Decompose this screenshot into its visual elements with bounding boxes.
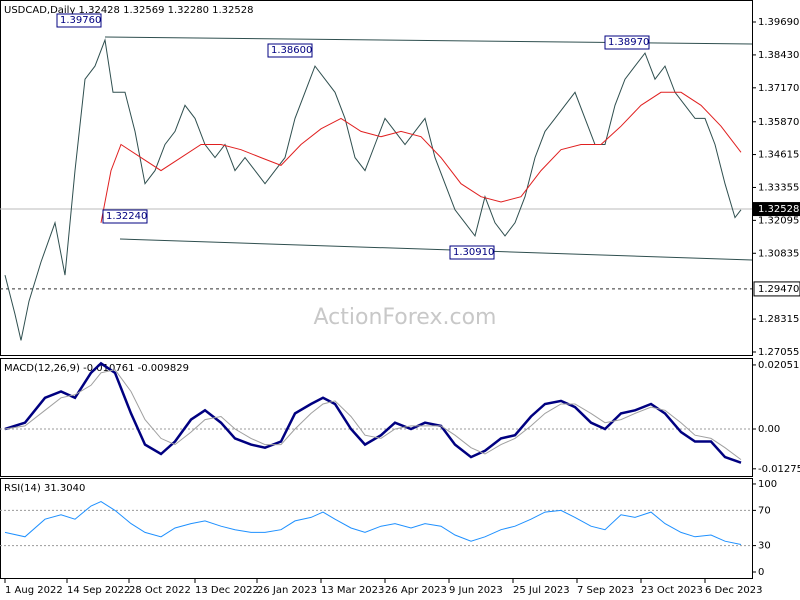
series-line bbox=[4, 38, 742, 341]
y-tick-label: 1.39690 bbox=[758, 17, 799, 28]
y-tick-label: 1.32095 bbox=[758, 215, 799, 226]
macd-panel bbox=[0, 358, 753, 477]
y-tick-label: 30 bbox=[758, 541, 771, 552]
x-tick-label: 25 Jul 2023 bbox=[513, 585, 570, 596]
y-tick-label: 1.28315 bbox=[758, 314, 799, 325]
x-tick-label: 1 Aug 2022 bbox=[5, 585, 63, 596]
panel-title: USDCAD,Daily 1.32428 1.32569 1.32280 1.3… bbox=[4, 5, 254, 16]
annotation-box bbox=[604, 35, 650, 50]
y-tick-label: 70 bbox=[758, 505, 771, 516]
annotation: 1.30910 bbox=[453, 247, 494, 258]
y-tick-label: 1.34615 bbox=[758, 150, 799, 161]
annotation: 1.39760 bbox=[60, 15, 101, 26]
x-tick-label: 9 Jun 2023 bbox=[449, 585, 503, 596]
x-tick-label: 23 Oct 2023 bbox=[641, 585, 703, 596]
series-line bbox=[4, 369, 742, 461]
annotation-box bbox=[267, 43, 313, 58]
panel-title: RSI(14) 31.3040 bbox=[4, 483, 85, 494]
series-line bbox=[4, 361, 742, 464]
x-tick-label: 6 Dec 2023 bbox=[705, 585, 763, 596]
rsi-panel bbox=[0, 478, 753, 579]
annotation-box bbox=[449, 245, 495, 260]
channel-bottom bbox=[119, 238, 753, 261]
y-tick-label: 1.35870 bbox=[758, 117, 799, 128]
x-tick-label: 7 Sep 2023 bbox=[577, 585, 634, 596]
y-tick-label: 1.33355 bbox=[758, 182, 799, 193]
level-box bbox=[753, 281, 800, 297]
y-tick-label: 1.37170 bbox=[758, 83, 799, 94]
y-tick-label: 0.020518 bbox=[758, 360, 800, 371]
y-tick-label: 1.38430 bbox=[758, 50, 799, 61]
y-tick-label: 1.27055 bbox=[758, 347, 799, 358]
y-tick-label: 1.30835 bbox=[758, 248, 799, 259]
annotation-box bbox=[102, 209, 148, 224]
annotation: 1.38970 bbox=[608, 37, 649, 48]
annotation: 1.32240 bbox=[106, 211, 147, 222]
series-line bbox=[4, 501, 742, 545]
y-tick-label: -0.012755 bbox=[758, 464, 800, 475]
x-tick-label: 28 Oct 2022 bbox=[129, 585, 191, 596]
x-tick-label: 14 Sep 2022 bbox=[67, 585, 130, 596]
y-tick-label: 0.00 bbox=[758, 424, 780, 435]
series-line bbox=[100, 91, 742, 223]
level-label: 1.29470 bbox=[758, 284, 799, 295]
price-panel bbox=[0, 0, 753, 356]
price-box bbox=[753, 202, 800, 217]
x-tick-label: 26 Jan 2023 bbox=[257, 585, 317, 596]
x-tick-label: 13 Dec 2022 bbox=[195, 585, 259, 596]
annotation-box bbox=[56, 13, 102, 28]
price-label: 1.32528 bbox=[758, 204, 799, 215]
x-tick-label: 26 Apr 2023 bbox=[385, 585, 447, 596]
x-tick-label: 13 Mar 2023 bbox=[321, 585, 384, 596]
y-tick-label: 0 bbox=[758, 567, 764, 578]
watermark: ActionForex.com bbox=[314, 305, 497, 330]
y-tick-label: 100 bbox=[758, 479, 777, 490]
annotation: 1.38600 bbox=[271, 45, 312, 56]
